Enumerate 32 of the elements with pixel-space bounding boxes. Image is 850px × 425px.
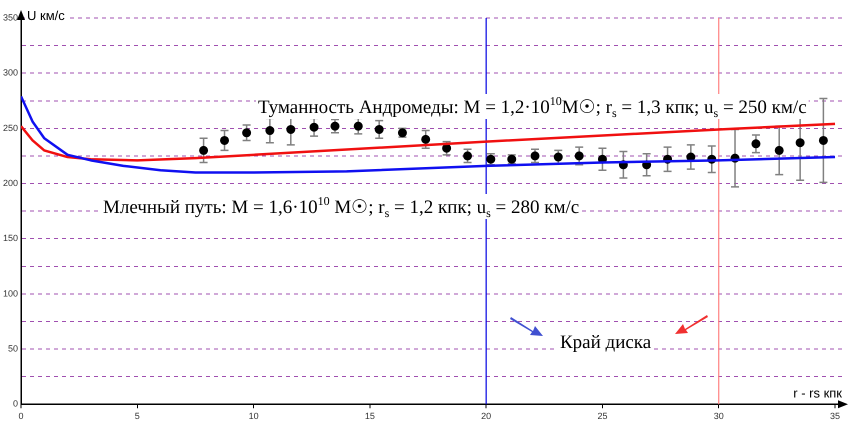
point [574,151,584,160]
point [220,136,230,145]
point [374,124,384,134]
x-tick-label: 35 [830,411,840,422]
annotation: Край диска [560,332,652,353]
point [354,122,363,131]
y-tick-label: 350 [2,12,18,22]
point [796,138,805,148]
point [286,124,296,134]
x-tick-label: 30 [714,411,724,422]
y-tick-label: 300 [2,68,18,78]
point [199,146,208,155]
point [751,139,760,148]
point [265,126,274,136]
point [421,134,430,144]
point [242,128,252,138]
point [818,136,828,145]
y-tick-label: 50 [8,344,18,354]
y-tick-label: 100 [2,288,18,298]
x-tick-label: 25 [597,411,608,422]
x-tick-label: 20 [481,411,492,422]
y-tick-label: 0 [13,398,18,409]
x-tick-label: 5 [134,411,140,422]
y-axis-title: U км/с [27,8,66,24]
y-tick-label: 150 [2,233,18,244]
point [310,122,319,132]
point [774,146,784,155]
x-tick-label: 15 [364,411,375,422]
y-tick-label: 200 [2,178,18,188]
x-tick-label: 10 [248,411,259,422]
y-tick-label: 250 [2,122,18,133]
x-axis-title: r - rs кпк [793,385,842,400]
